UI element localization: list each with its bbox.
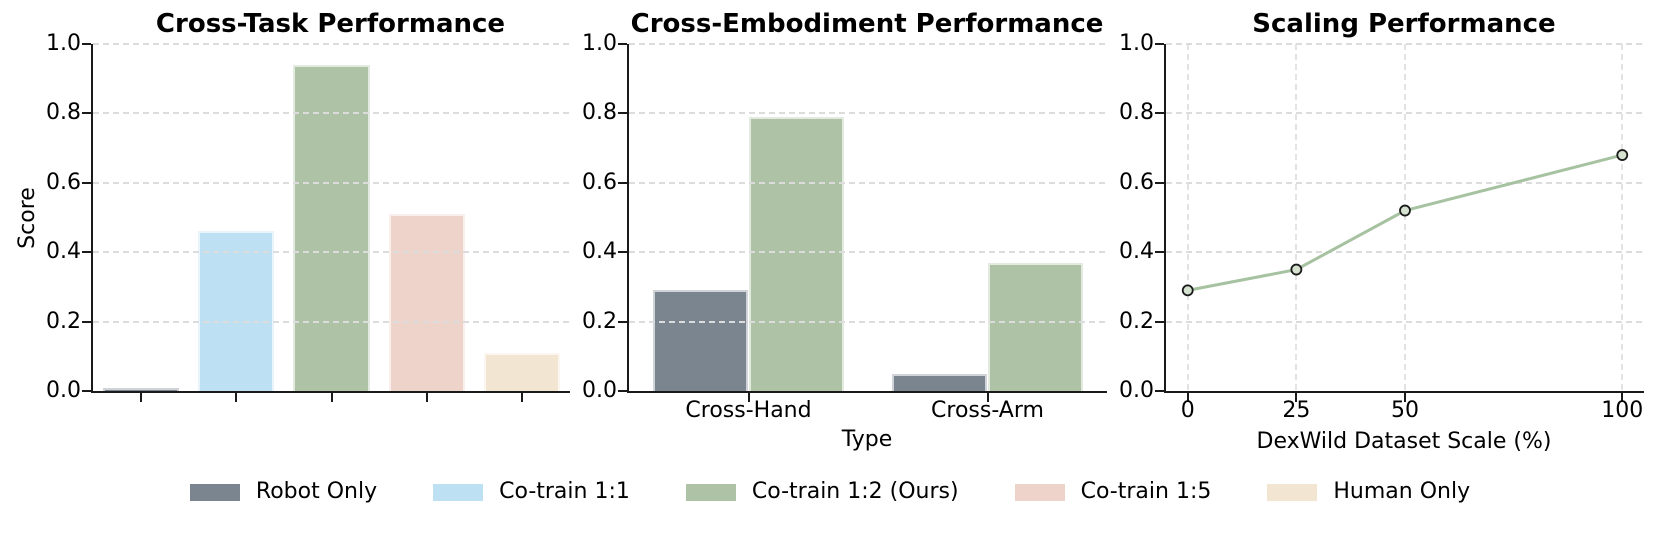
y-gridline [93, 43, 570, 45]
plot-area-cross-task: 0.0 0.2 0.4 0.6 0.8 1.0 [46, 31, 570, 403]
y-tick-label: 1.0 [46, 31, 81, 56]
y-tick-label: 0.4 [582, 239, 617, 265]
x-axis-tick [330, 393, 333, 402]
x-tick-label: Cross-Hand [685, 398, 812, 423]
bar-human-only [484, 352, 561, 391]
y-tick-label: 0.2 [582, 308, 617, 334]
y-gridline [629, 43, 1107, 45]
legend-label: Co-train 1:1 [499, 479, 630, 504]
legend-item-co-train-1-2-ours: Co-train 1:2 (Ours) [685, 478, 959, 506]
y-axis-tick [1155, 43, 1164, 45]
y-tick-label: 1.0 [1119, 31, 1154, 56]
plot-area-cross-embodiment: 0.0 0.2 0.4 0.6 0.8 1.0 Cross-Hand Cross-Arm [582, 31, 1107, 423]
legend-label: Co-train 1:5 [1080, 479, 1212, 504]
y-axis-tick [82, 320, 91, 323]
y-axis-tick [618, 112, 627, 115]
x-axis-tick [521, 393, 524, 402]
y-tick-label: 0.0 [46, 378, 81, 403]
y-tick-label: 0.8 [582, 100, 617, 126]
y-axis-tick [618, 320, 627, 323]
legend: Robot Only Co-train 1:1 Co-train 1:2 (Ours… [0, 478, 1660, 506]
bar-co-train-1-1 [197, 231, 275, 391]
bar-cross-arm-robot-only [891, 373, 988, 391]
y-axis-tick [618, 251, 627, 254]
y-tick-label: 1.0 [582, 31, 617, 56]
legend-item-human-only: Human Only [1267, 478, 1470, 506]
y-gridline [629, 112, 1107, 115]
chart3-x-axis-title: DexWild Dataset Scale (%) [1256, 429, 1552, 454]
bar-co-train-1-5 [388, 214, 466, 391]
x-axis-tick [139, 393, 142, 402]
legend-swatch-co-train-1-2-ours [685, 483, 736, 501]
x-tick-label: 50 [1391, 398, 1419, 423]
x-axis-tick [986, 393, 989, 402]
plot-area-scaling: 0.0 0.2 0.4 0.6 0.8 1.0 0 25 50 100 [1119, 31, 1644, 423]
x-tick-label: Cross-Arm [931, 398, 1044, 423]
bar-cross-hand-robot-only [652, 290, 749, 391]
y-axis-tick [82, 251, 91, 254]
x-axis-tick [1404, 393, 1406, 402]
data-point-marker [1616, 149, 1629, 161]
x-axis-tick [1621, 393, 1624, 402]
bar-co-train-1-2-ours [293, 64, 370, 391]
y-gridline [629, 251, 1107, 254]
legend-label: Robot Only [255, 479, 378, 504]
y-axis-tick [1155, 251, 1164, 254]
legend-label: Co-train 1:2 (Ours) [751, 479, 959, 504]
x-axis-tick [1186, 393, 1189, 402]
legend-item-co-train-1-5: Co-train 1:5 [1014, 478, 1212, 506]
y-tick-label: 0.8 [46, 100, 81, 126]
y-axis-tick [1155, 181, 1164, 184]
data-point-marker [1290, 263, 1303, 276]
bar-cross-arm-co-train-1-2-ours [987, 262, 1084, 391]
legend-item-co-train-1-1: Co-train 1:1 [433, 478, 630, 506]
bar-cross-hand-co-train-1-2-ours [748, 116, 845, 391]
legend-item-robot-only: Robot Only [189, 478, 378, 506]
x-tick-label: 25 [1282, 398, 1311, 423]
chart2-x-axis-title: Type [841, 427, 893, 452]
y-tick-label: 0.0 [1119, 378, 1154, 403]
y-axis-tick [1155, 390, 1164, 392]
line-series [1181, 149, 1629, 297]
legend-swatch-co-train-1-5 [1014, 483, 1065, 501]
y-tick-label: 0.0 [582, 378, 617, 403]
data-point-marker [1399, 204, 1411, 217]
x-axis-tick [425, 393, 428, 402]
y-axis-tick [82, 390, 91, 392]
legend-swatch-human-only [1267, 483, 1318, 501]
legend-label: Human Only [1333, 479, 1471, 504]
x-axis-tick [747, 393, 750, 402]
x-axis-tick [1295, 393, 1298, 402]
chart3-title: Scaling Performance [1252, 9, 1556, 39]
chart1-title: Cross-Task Performance [155, 9, 506, 39]
y-tick-label: 0.8 [1119, 100, 1154, 126]
y-tick-label: 0.4 [46, 239, 81, 265]
y-axis-tick [1155, 112, 1164, 115]
y-tick-label: 0.4 [1119, 239, 1154, 265]
x-tick-label: 100 [1601, 398, 1644, 423]
y-axis-tick [618, 390, 627, 392]
y-axis-tick [618, 43, 627, 45]
y-tick-label: 0.2 [46, 308, 81, 334]
legend-swatch-co-train-1-1 [433, 483, 484, 501]
x-tick-label: 0 [1180, 398, 1195, 423]
y-tick-label: 0.6 [1119, 169, 1154, 195]
y-axis-tick [82, 43, 91, 45]
y-gridline [629, 181, 1107, 184]
legend-swatch-robot-only [189, 483, 240, 501]
x-axis-tick [235, 393, 238, 402]
y-axis-tick [1155, 320, 1164, 323]
y-tick-label: 0.6 [582, 169, 617, 195]
y-tick-label: 0.6 [46, 169, 81, 195]
data-point-marker [1181, 284, 1194, 297]
y-axis-tick [82, 112, 91, 115]
y-axis-tick [618, 181, 627, 184]
y-tick-label: 0.2 [1119, 308, 1154, 334]
y-axis-tick [82, 181, 91, 184]
trend-line [1187, 153, 1623, 292]
chart2-title: Cross-Embodiment Performance [630, 9, 1104, 39]
bar-robot-only [102, 387, 179, 391]
